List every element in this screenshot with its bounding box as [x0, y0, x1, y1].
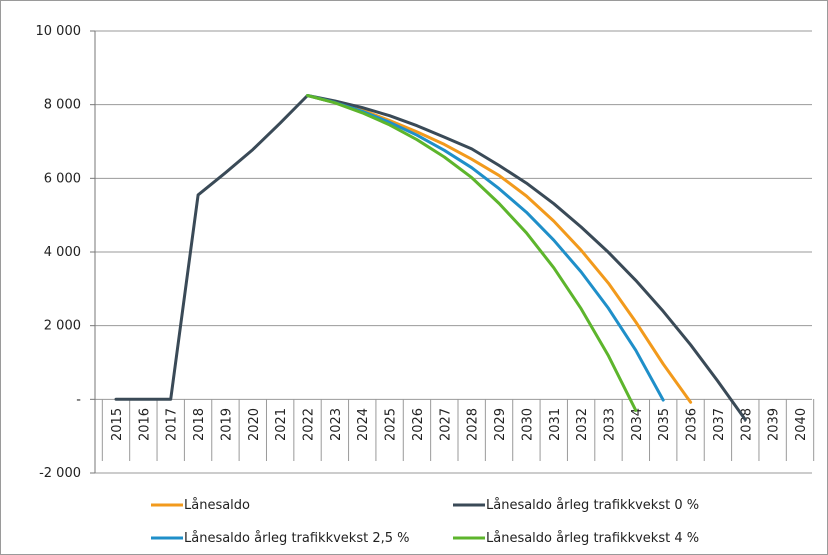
x-tick-label: 2023 [329, 408, 344, 441]
series-line [306, 94, 665, 402]
series-line [114, 94, 747, 422]
x-tick-label: 2024 [356, 408, 371, 441]
gridlines [95, 30, 812, 474]
legend-label: Lånesaldo årleg trafikkvekst 4 % [486, 531, 699, 546]
x-tick-label: 2035 [657, 408, 672, 441]
x-tick-label: 2016 [137, 408, 152, 441]
x-tick-label: 2034 [630, 408, 645, 441]
x-tick-label: 2029 [493, 408, 508, 441]
x-tick-label: 2026 [411, 408, 426, 441]
x-tick-label: 2022 [302, 408, 317, 441]
y-tick-labels: 10 000 8 000 6 000 4 000 2 000 - -2 000 [36, 24, 82, 481]
y-tick-label: - [76, 392, 81, 407]
x-tick-label: 2019 [219, 408, 234, 441]
x-tick-label: 2040 [794, 408, 809, 441]
x-tick-label: 2030 [520, 408, 535, 441]
x-tick-label: 2028 [466, 408, 481, 441]
x-tick-label: 2021 [274, 408, 289, 441]
x-tick-label: 2039 [767, 408, 782, 441]
axes [90, 30, 815, 474]
legend-label: Lånesaldo årleg trafikkvekst 2,5 % [184, 531, 409, 546]
y-tick-label: 8 000 [44, 98, 81, 113]
series-lines [114, 94, 747, 422]
x-tick-label: 2015 [110, 408, 125, 441]
x-tick-label: 2017 [165, 408, 180, 441]
legend: Lånesaldo Lånesaldo årleg trafikkvekst 0 … [151, 498, 699, 546]
x-tick-label: 2027 [438, 408, 453, 441]
legend-label: Lånesaldo [184, 498, 250, 513]
x-tick-label: 2033 [602, 408, 617, 441]
x-tick-label: 2018 [192, 408, 207, 441]
x-tick-label: 2031 [548, 408, 563, 441]
legend-label: Lånesaldo årleg trafikkvekst 0 % [486, 498, 699, 513]
y-tick-label: -2 000 [39, 466, 81, 481]
x-tick-label: 2032 [575, 408, 590, 441]
x-tick-label: 2036 [685, 408, 700, 441]
x-tick-labels: 2015 2016 2017 2018 2019 2020 2021 2022 2023 2024… [110, 408, 809, 441]
series-line [306, 94, 638, 412]
x-tick-label: 2025 [384, 408, 399, 441]
y-tick-label: 6 000 [44, 171, 81, 186]
y-tick-label: 2 000 [44, 319, 81, 334]
y-tick-label: 10 000 [36, 24, 82, 39]
x-tick-label: 2037 [712, 408, 727, 441]
y-tick-label: 4 000 [44, 245, 81, 260]
x-tick-label: 2020 [247, 408, 262, 441]
